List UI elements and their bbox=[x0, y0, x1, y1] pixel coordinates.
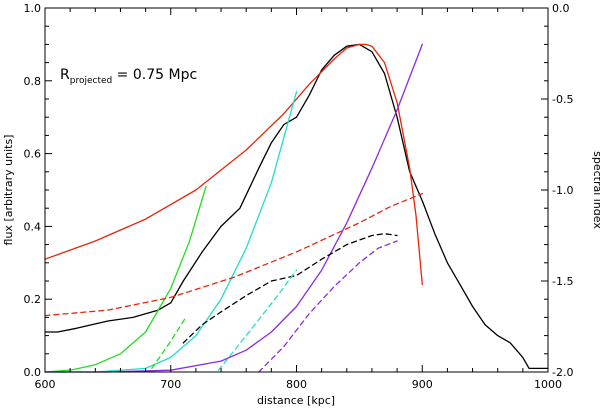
y-left-tick-label: 0.2 bbox=[24, 293, 42, 306]
x-tick-label: 1000 bbox=[534, 378, 562, 391]
y-left-tick-label: 0.4 bbox=[24, 220, 42, 233]
y-right-tick-label: -1.5 bbox=[552, 275, 573, 288]
x-axis-title: distance [kpc] bbox=[257, 394, 335, 407]
y-axis-left-title: flux [arbitrary units] bbox=[2, 135, 15, 246]
tick-layer bbox=[44, 7, 549, 373]
series-line-1 bbox=[44, 43, 549, 370]
series-line-9 bbox=[217, 269, 298, 371]
series-line-10 bbox=[258, 240, 398, 373]
series-layer bbox=[44, 43, 549, 373]
y-left-tick-label: 0.8 bbox=[24, 75, 42, 88]
y-right-tick-label: -2.0 bbox=[552, 366, 573, 379]
y-left-tick-label: 0.0 bbox=[24, 366, 42, 379]
annotation-r: R bbox=[60, 67, 70, 83]
series-line-6 bbox=[182, 233, 398, 344]
r-projected-annotation: Rprojected = 0.75 Mpc bbox=[60, 67, 197, 86]
x-tick-label: 600 bbox=[35, 378, 56, 391]
label-layer: 600 700 800 900 1000 0.0 0.2 0.4 0.6 0.8 1.0 -2.0 -1… bbox=[24, 2, 574, 391]
annotation-subscript: projected bbox=[70, 76, 113, 86]
y-right-tick-label: 0.0 bbox=[552, 2, 570, 15]
plot-frame bbox=[44, 7, 549, 373]
series-line-2 bbox=[44, 43, 423, 286]
annotation-value: = 0.75 Mpc bbox=[112, 67, 197, 83]
x-tick-label: 800 bbox=[286, 378, 307, 391]
series-line-8 bbox=[151, 316, 187, 370]
x-tick-label: 900 bbox=[412, 378, 433, 391]
series-line-5 bbox=[44, 43, 423, 373]
y-left-tick-label: 0.6 bbox=[24, 148, 42, 161]
y-right-tick-label: -0.5 bbox=[552, 93, 573, 106]
series-line-7 bbox=[44, 192, 423, 317]
y-right-tick-label: -1.0 bbox=[552, 184, 573, 197]
series-line-4 bbox=[44, 91, 298, 373]
y-axis-right-title: spectral index bbox=[591, 151, 600, 229]
x-tick-label: 700 bbox=[160, 378, 181, 391]
y-left-tick-label: 1.0 bbox=[24, 2, 42, 15]
series-line-3 bbox=[44, 185, 207, 373]
